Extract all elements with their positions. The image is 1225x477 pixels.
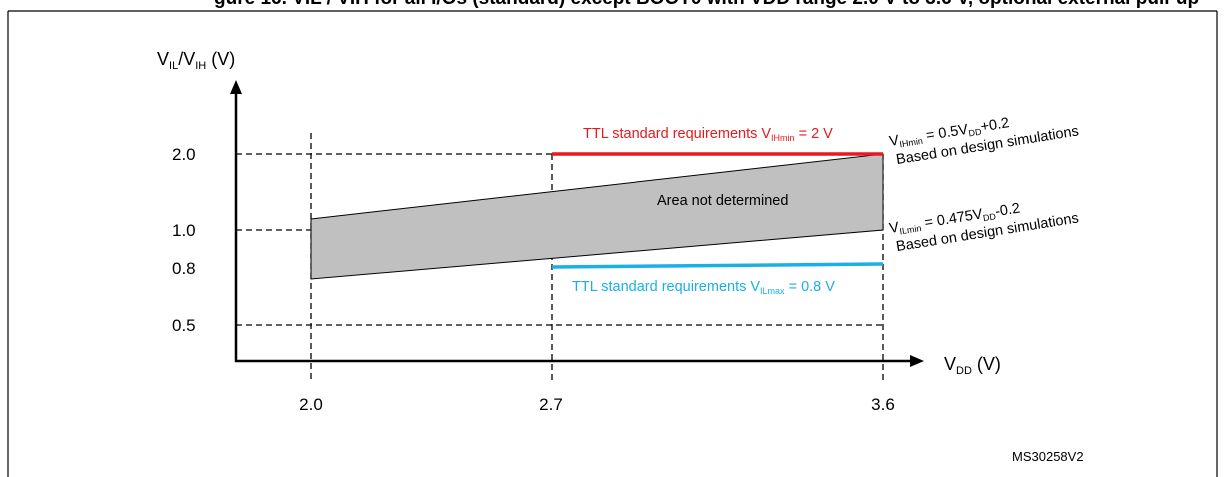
x-tick-labels: 2.0 2.7 3.6 [299, 395, 895, 414]
x-axis-label: VDD (V) [944, 354, 1001, 377]
ttl-high-label: TTL standard requirements VIHmin = 2 V [583, 126, 833, 143]
figure-reference-code: MS30258V2 [1012, 449, 1084, 464]
vil-annotation: VILmin = 0.475VDD-0.2 Based on design si… [888, 200, 1080, 255]
vih-formula: VIHmin = 0.5VDD+0.2 [888, 115, 1010, 151]
y-tick-label: 0.8 [172, 259, 196, 278]
x-axis-arrow [910, 355, 924, 367]
y-tick-label: 1.0 [172, 221, 196, 240]
area-label: Area not determined [657, 193, 788, 209]
figure-title-strip: gure 16. VIL / VIH for all I/Os (standar… [0, 0, 1225, 10]
ttl-low-label: TTL standard requirements VILmax = 0.8 V [572, 279, 835, 296]
y-tick-label: 0.5 [172, 316, 196, 335]
undetermined-area [310, 153, 884, 280]
figure-title: gure 16. VIL / VIH for all I/Os (standar… [214, 0, 1199, 10]
vih-annotation: VIHmin = 0.5VDD+0.2 Based on design simu… [888, 115, 1080, 168]
x-tick-label: 2.0 [299, 395, 323, 414]
y-tick-labels: 2.0 1.0 0.8 0.5 [172, 145, 196, 335]
y-axis-label: VIL/VIH (V) [157, 49, 235, 72]
y-tick-label: 2.0 [172, 145, 196, 164]
x-tick-label: 2.7 [539, 395, 563, 414]
y-axis-arrow [230, 80, 242, 94]
ttl-low-line [551, 262, 884, 269]
x-tick-label: 3.6 [871, 395, 895, 414]
